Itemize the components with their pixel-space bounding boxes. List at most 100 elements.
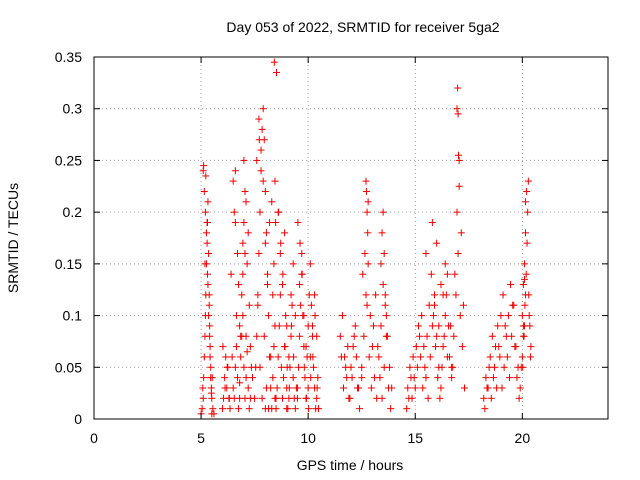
data-point bbox=[283, 405, 291, 413]
data-point bbox=[377, 260, 385, 268]
data-point bbox=[310, 363, 318, 371]
data-point bbox=[498, 384, 506, 392]
data-point bbox=[198, 405, 206, 413]
data-point bbox=[201, 260, 209, 268]
data-point bbox=[361, 250, 369, 258]
data-point bbox=[314, 405, 322, 413]
data-point bbox=[439, 291, 447, 299]
data-point bbox=[229, 384, 237, 392]
data-point bbox=[382, 312, 390, 320]
data-point bbox=[424, 394, 432, 402]
data-point bbox=[255, 250, 263, 258]
data-point bbox=[272, 394, 280, 402]
data-point bbox=[219, 405, 226, 413]
data-point bbox=[259, 105, 267, 113]
data-point bbox=[497, 312, 505, 320]
data-point bbox=[378, 229, 386, 237]
data-point bbox=[263, 281, 271, 289]
data-point bbox=[428, 322, 436, 330]
data-point bbox=[309, 353, 317, 361]
data-point bbox=[432, 343, 440, 351]
data-point bbox=[279, 270, 287, 278]
data-point bbox=[411, 384, 419, 392]
data-points bbox=[197, 58, 535, 418]
data-point bbox=[459, 301, 467, 309]
data-point bbox=[294, 218, 302, 226]
data-point bbox=[419, 384, 427, 392]
data-point bbox=[439, 343, 447, 351]
data-point bbox=[525, 312, 533, 320]
data-point bbox=[350, 332, 358, 340]
data-point bbox=[293, 394, 301, 402]
data-point bbox=[311, 312, 319, 320]
data-point bbox=[523, 187, 531, 195]
data-point bbox=[451, 270, 459, 278]
data-point bbox=[452, 291, 460, 299]
data-point bbox=[241, 250, 249, 258]
data-point bbox=[420, 343, 428, 351]
data-point bbox=[296, 281, 304, 289]
data-point bbox=[488, 332, 496, 340]
data-point bbox=[205, 301, 213, 309]
data-point bbox=[278, 281, 286, 289]
data-point bbox=[202, 172, 210, 180]
data-point bbox=[244, 384, 252, 392]
data-point bbox=[521, 301, 529, 309]
data-point bbox=[268, 198, 276, 206]
data-point bbox=[362, 291, 370, 299]
data-point bbox=[261, 239, 269, 247]
data-point bbox=[433, 332, 441, 340]
data-point bbox=[253, 332, 261, 340]
data-point bbox=[527, 343, 535, 351]
data-point bbox=[293, 384, 301, 392]
data-point bbox=[441, 260, 449, 268]
data-point bbox=[435, 322, 443, 330]
data-point bbox=[503, 353, 511, 361]
data-point bbox=[518, 312, 526, 320]
data-point bbox=[240, 363, 248, 371]
data-point bbox=[382, 332, 390, 340]
data-point bbox=[296, 332, 304, 340]
data-point bbox=[235, 405, 243, 413]
data-point bbox=[526, 322, 534, 330]
data-point bbox=[255, 136, 263, 144]
data-point bbox=[364, 198, 372, 206]
data-point bbox=[226, 405, 234, 413]
data-point bbox=[304, 384, 312, 392]
data-point bbox=[221, 374, 229, 382]
data-point bbox=[414, 322, 422, 330]
data-point bbox=[305, 405, 313, 413]
data-point bbox=[423, 332, 431, 340]
plot-frame bbox=[93, 56, 609, 420]
data-point bbox=[448, 363, 456, 371]
data-point bbox=[375, 353, 383, 361]
data-point bbox=[208, 374, 216, 382]
data-point bbox=[300, 312, 308, 320]
data-point bbox=[275, 322, 283, 330]
data-point bbox=[287, 322, 295, 330]
data-point bbox=[200, 374, 208, 382]
data-point bbox=[270, 343, 278, 351]
data-point bbox=[248, 374, 256, 382]
data-point bbox=[205, 312, 213, 320]
x-tick-labels: 0 5 10 15 20 bbox=[90, 430, 530, 446]
data-point bbox=[236, 379, 244, 387]
y-tick-label: 0.3 bbox=[63, 101, 83, 117]
data-point bbox=[269, 291, 277, 299]
data-point bbox=[346, 394, 354, 402]
y-tick-label: 0 bbox=[74, 411, 82, 427]
x-tick-label: 15 bbox=[407, 430, 423, 446]
data-point bbox=[454, 110, 462, 118]
y-tick-label: 0.1 bbox=[63, 308, 83, 324]
data-point bbox=[408, 394, 416, 402]
data-point bbox=[204, 198, 212, 206]
data-point bbox=[245, 405, 253, 413]
chart-title: Day 053 of 2022, SRMTID for receiver 5ga… bbox=[226, 19, 499, 35]
data-point bbox=[204, 281, 212, 289]
data-point bbox=[280, 374, 288, 382]
data-point bbox=[300, 363, 308, 371]
data-point bbox=[492, 343, 500, 351]
data-point bbox=[519, 363, 527, 371]
y-tick-labels: 0 0.05 0.1 0.15 0.2 0.25 0.3 0.35 bbox=[55, 49, 82, 427]
